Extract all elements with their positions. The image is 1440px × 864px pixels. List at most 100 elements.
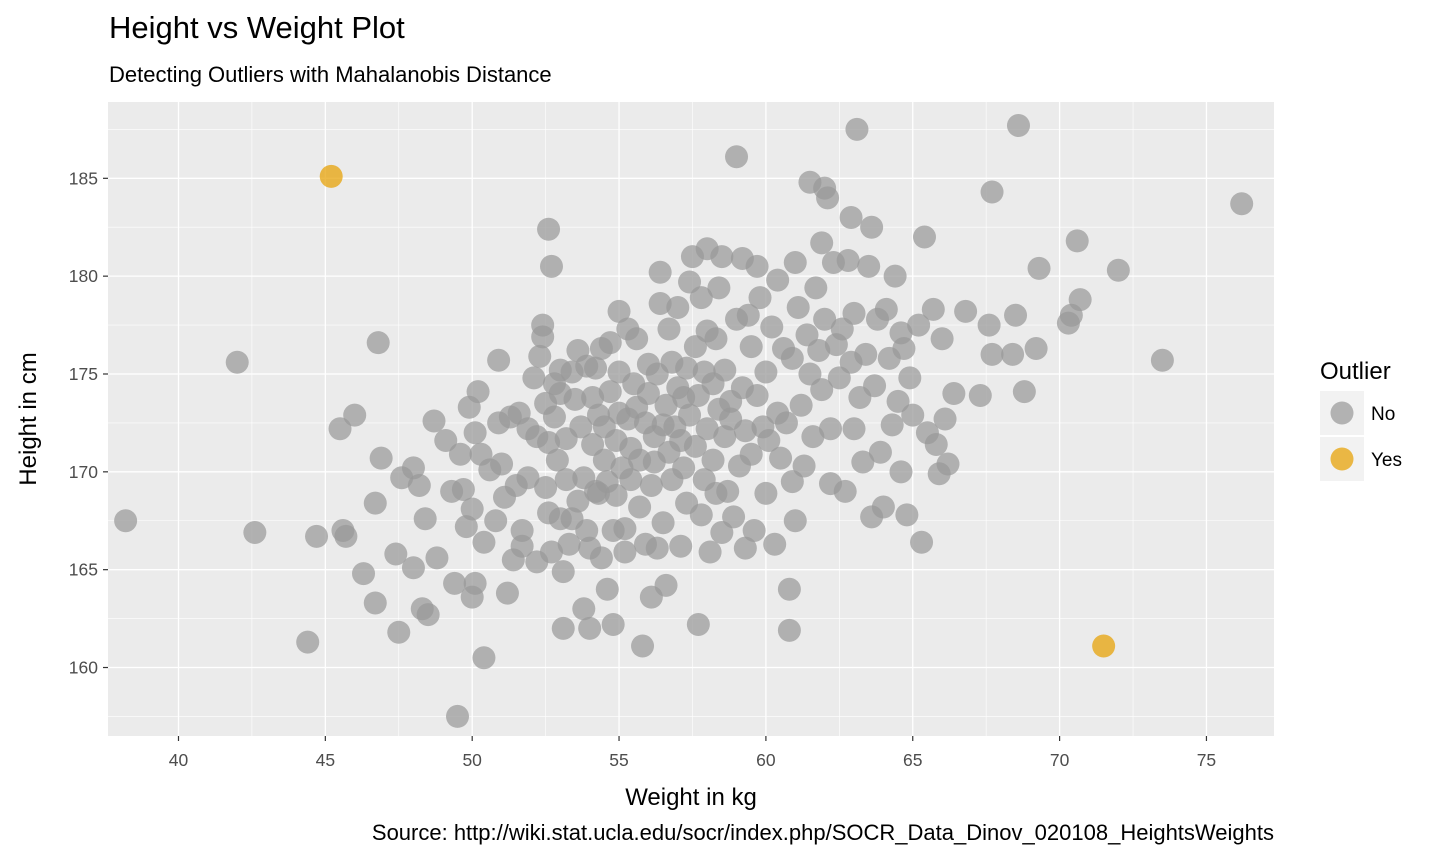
point-no: [448, 442, 472, 466]
point-no: [968, 384, 992, 408]
x-axis-title: Weight in kg: [625, 784, 757, 811]
point-no: [780, 470, 804, 494]
point-no: [114, 509, 138, 533]
axis-ticks: 40 45 50 55 60 65 70 75 160 165 170 175 180 185: [69, 168, 1216, 770]
point-no: [710, 245, 734, 269]
point-no: [763, 532, 787, 556]
point-no: [777, 577, 801, 601]
y-axis-title: Height in cm: [15, 352, 42, 485]
point-no: [836, 249, 860, 272]
point-no: [851, 450, 875, 474]
point-no: [534, 475, 558, 499]
point-no: [678, 270, 702, 294]
point-no: [810, 378, 834, 402]
legend-label-yes: Yes: [1371, 450, 1402, 471]
chart-title: Height vs Weight Plot: [109, 10, 405, 45]
point-no: [766, 268, 790, 292]
point-no: [745, 384, 769, 408]
point-no: [769, 446, 793, 470]
point-no: [912, 225, 936, 249]
point-no: [413, 507, 437, 531]
point-no: [581, 385, 605, 409]
point-no: [880, 413, 904, 437]
x-tick-label: 65: [903, 750, 922, 770]
point-no: [1068, 288, 1092, 312]
x-tick-label: 60: [756, 750, 776, 770]
point-no: [1027, 256, 1051, 280]
point-no: [804, 276, 828, 300]
point-no: [636, 382, 660, 406]
point-no: [883, 264, 907, 288]
point-no: [977, 313, 1001, 337]
point-no: [551, 616, 575, 640]
y-tick-label: 175: [69, 364, 98, 384]
data-points: [114, 113, 1254, 728]
point-no: [545, 448, 569, 472]
point-no: [777, 618, 801, 642]
point-no: [780, 346, 804, 370]
point-no: [736, 303, 760, 327]
point-no: [407, 474, 431, 498]
point-no: [657, 317, 681, 341]
point-no: [760, 315, 784, 339]
point-no: [225, 350, 249, 374]
point-no: [654, 393, 678, 417]
point-no: [845, 117, 869, 141]
point-no: [774, 411, 798, 435]
point-no: [581, 432, 605, 456]
point-no: [669, 534, 693, 558]
x-tick-label: 70: [1050, 750, 1070, 770]
point-no: [387, 620, 411, 644]
point-no: [1004, 303, 1028, 327]
point-no: [739, 442, 763, 466]
point-no: [463, 421, 487, 445]
x-tick-label: 50: [462, 750, 482, 770]
point-no: [451, 477, 475, 501]
x-tick-label: 75: [1197, 750, 1216, 770]
source-caption: Source: http://wiki.stat.ucla.edu/socr/i…: [371, 820, 1274, 845]
point-no: [578, 616, 602, 640]
point-no: [754, 481, 778, 505]
legend-point-no: [1330, 401, 1354, 425]
point-no: [463, 571, 487, 595]
legend-label-no: No: [1371, 404, 1395, 425]
point-no: [924, 432, 948, 456]
point-no: [566, 489, 590, 513]
point-no: [798, 362, 822, 386]
point-no: [722, 505, 746, 529]
point-no: [654, 573, 678, 597]
point-no: [716, 479, 740, 503]
point-no: [910, 530, 934, 554]
point-no: [613, 540, 637, 564]
point-no: [980, 342, 1004, 366]
point-no: [446, 704, 470, 728]
point-no: [933, 407, 957, 431]
point-no: [1024, 337, 1048, 361]
point-no: [1230, 192, 1254, 216]
point-no: [328, 417, 352, 441]
point-no: [816, 186, 840, 210]
point-no: [584, 356, 608, 380]
point-no: [522, 366, 546, 390]
x-tick-label: 55: [609, 750, 628, 770]
point-no: [484, 509, 508, 533]
point-no: [839, 205, 863, 229]
point-no: [422, 409, 446, 433]
point-no: [886, 389, 910, 413]
point-no: [783, 250, 807, 274]
point-no: [595, 577, 619, 601]
point-no: [901, 403, 925, 427]
point-no: [936, 452, 960, 476]
point-no: [613, 517, 637, 541]
point-no: [895, 503, 919, 527]
y-tick-label: 160: [69, 658, 98, 678]
y-tick-label: 170: [69, 462, 98, 482]
point-no: [733, 536, 757, 560]
point-no: [631, 634, 655, 658]
point-no: [857, 254, 881, 278]
legend: Outlier No Yes: [1320, 358, 1402, 481]
point-no: [510, 534, 534, 558]
point-no: [628, 495, 652, 519]
point-no: [305, 524, 329, 548]
point-no: [472, 530, 496, 554]
